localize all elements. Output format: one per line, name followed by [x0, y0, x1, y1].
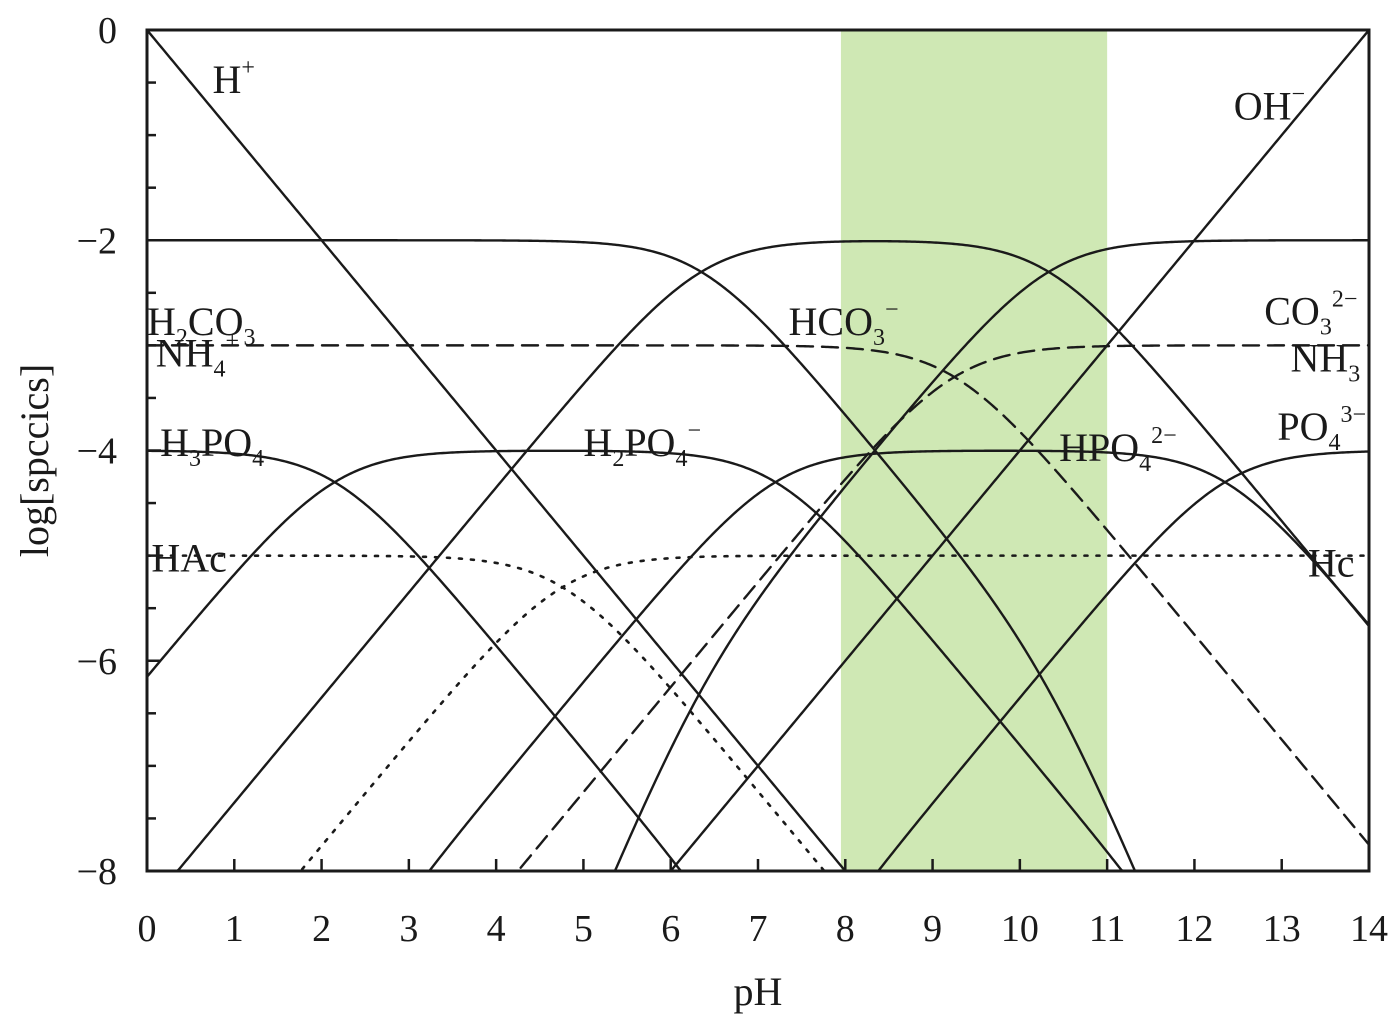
species-label-hco3: HCO3​−​ — [789, 297, 899, 351]
x-tick-label: 4 — [487, 908, 506, 950]
y-tick-label: −4 — [77, 431, 117, 473]
species-curve — [145, 554, 1371, 873]
species-curve — [145, 554, 1371, 873]
species-label-hpo4: HPO4​2−​ — [1059, 423, 1177, 477]
species-label-h2co3: H2​CO3​ — [147, 299, 255, 351]
x-axis-label: pH — [734, 969, 783, 1014]
species-label-h3po4: H3​PO4​ — [160, 420, 264, 472]
x-tick-label: 0 — [138, 908, 157, 950]
y-axis-label: log[spccics] — [12, 364, 57, 557]
y-tick-label: −8 — [77, 851, 117, 893]
y-tick-label: −2 — [77, 220, 117, 262]
x-tick-label: 13 — [1263, 908, 1301, 950]
x-tick-label: 7 — [749, 908, 768, 950]
y-tick-label: 0 — [98, 10, 117, 52]
x-tick-label: 8 — [836, 908, 855, 950]
species-label-oh: OH−​ — [1234, 81, 1305, 128]
species-labels: H+​ OH−​ H2​CO3​ HCO3​−​ CO3​2−​ NH4​+​ NH3​ H3… — [147, 55, 1366, 586]
x-tick-label: 5 — [574, 908, 593, 950]
species-label-po4: PO4​3−​ — [1277, 402, 1366, 456]
species-label-nh3: NH3​ — [1290, 336, 1360, 388]
axis-ticks: 0 1 2 3 4 5 6 7 8 9 10 11 12 13 140−2−4−6−8 — [77, 10, 1388, 950]
x-tick-label: 3 — [399, 908, 418, 950]
x-tick-label: 9 — [923, 908, 942, 950]
species-curve — [145, 239, 1371, 873]
x-tick-label: 1 — [225, 908, 244, 950]
x-tick-label: 11 — [1089, 908, 1126, 950]
species-label-co3: CO3​2−​ — [1264, 286, 1357, 340]
species-label-hac: HAc — [151, 535, 227, 580]
x-tick-label: 12 — [1175, 908, 1213, 950]
species-label-ac: Hc — [1308, 541, 1355, 586]
x-tick-label: 6 — [661, 908, 680, 950]
y-tick-label: −6 — [77, 641, 117, 683]
species-label-h: H+​ — [212, 55, 254, 102]
x-tick-label: 14 — [1350, 908, 1388, 950]
x-tick-label: 2 — [312, 908, 331, 950]
species-label-h2po4: H2​PO4​−​ — [583, 418, 701, 472]
species-curve — [145, 344, 1371, 846]
x-tick-label: 10 — [1001, 908, 1039, 950]
species-label-nh4: NH4​+​ — [156, 328, 239, 382]
